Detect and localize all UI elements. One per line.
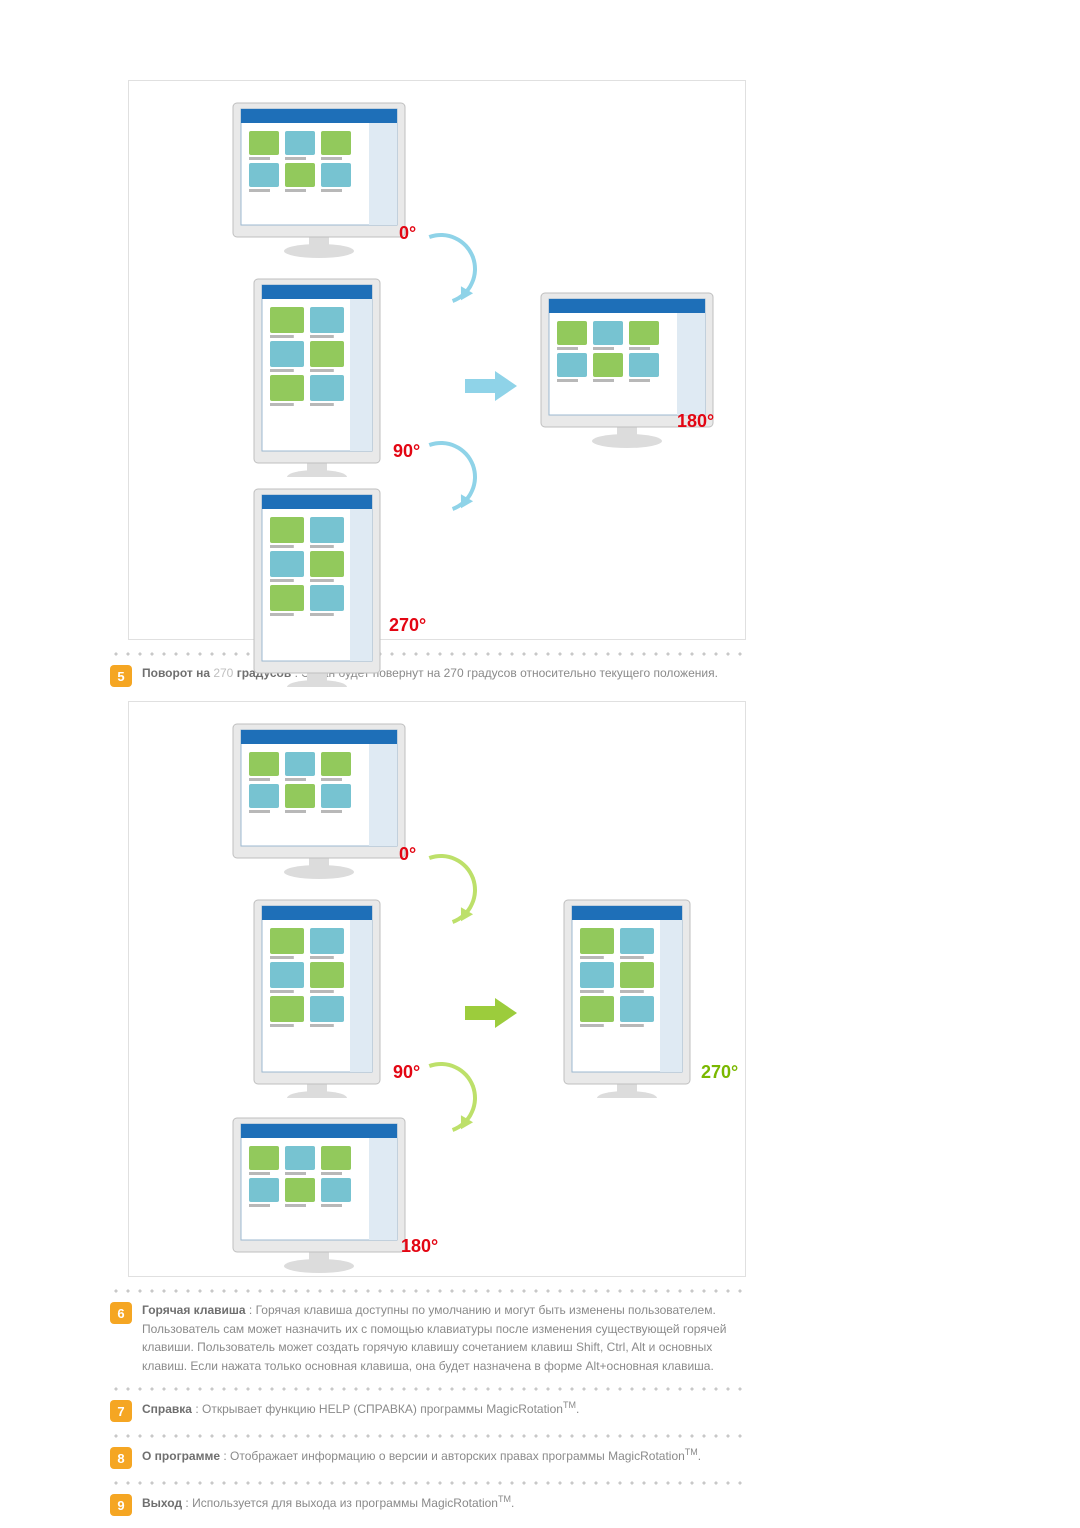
monitor-icon xyxy=(557,898,697,1098)
tm-mark: TM xyxy=(563,1400,576,1410)
item-6: 6 Горячая клавиша : Горячая клавиша дост… xyxy=(110,1301,750,1375)
item-6-body2: Пользователь сам может назначить их с по… xyxy=(142,1322,726,1373)
item-6-text: Горячая клавиша : Горячая клавиша доступ… xyxy=(142,1301,750,1375)
monitor-180 xyxy=(229,1116,409,1281)
rotation-diagram-270: 0° 90° 270° 180° xyxy=(128,701,746,1277)
degree-label: 270° xyxy=(701,1062,738,1083)
item-5-thin: 270 xyxy=(210,666,237,680)
item-7: 7 Справка : Открывает функцию HELP (СПРА… xyxy=(110,1399,750,1422)
monitor-90 xyxy=(247,277,387,482)
badge-6: 6 xyxy=(110,1302,132,1324)
monitor-icon xyxy=(247,487,387,687)
badge-7: 7 xyxy=(110,1400,132,1422)
item-9-title: Выход xyxy=(142,1496,182,1510)
monitor-90 xyxy=(247,898,387,1103)
item-5: 5 Поворот на 270 градусов : Экран будет … xyxy=(110,664,750,687)
item-7-body: Открывает функцию HELP (СПРАВКА) програм… xyxy=(202,1402,563,1416)
separator xyxy=(110,1287,750,1295)
item-6-body1: Горячая клавиша доступны по умолчанию и … xyxy=(256,1303,716,1317)
monitor-icon xyxy=(247,277,387,477)
item-7-text: Справка : Открывает функцию HELP (СПРАВК… xyxy=(142,1399,579,1419)
item-6-sep: : xyxy=(246,1303,256,1317)
degree-label: 0° xyxy=(399,223,416,244)
monitor-270 xyxy=(557,898,697,1103)
degree-label: 270° xyxy=(389,615,426,636)
item-9-body: Используется для выхода из программы Mag… xyxy=(192,1496,498,1510)
monitor-icon xyxy=(229,722,409,882)
badge-5: 5 xyxy=(110,665,132,687)
item-5-text: Поворот на 270 градусов : Экран будет по… xyxy=(142,664,718,683)
monitor-icon xyxy=(247,898,387,1098)
degree-label: 180° xyxy=(677,411,714,432)
item-7-post: . xyxy=(576,1402,579,1416)
arrow-right-icon xyxy=(465,998,517,1028)
rotation-diagram-180: 0° 90° 180° 270° xyxy=(128,80,746,640)
badge-8: 8 xyxy=(110,1447,132,1469)
arrow-right-icon xyxy=(465,371,517,401)
tm-mark: TM xyxy=(685,1447,698,1457)
item-6-title: Горячая клавиша xyxy=(142,1303,246,1317)
badge-9: 9 xyxy=(110,1494,132,1516)
item-8-post: . xyxy=(698,1449,701,1463)
item-8-sep: : xyxy=(220,1449,230,1463)
item-8-text: О программе : Отображает информацию о ве… xyxy=(142,1446,701,1466)
monitor-0 xyxy=(229,101,409,266)
item-5-title-a: Поворот на xyxy=(142,666,210,680)
tm-mark: TM xyxy=(498,1494,511,1504)
item-8-title: О программе xyxy=(142,1449,220,1463)
separator xyxy=(110,1432,750,1440)
separator xyxy=(110,650,750,658)
doc-page: 0° 9 0° 180° 270° xyxy=(110,80,750,1516)
degree-label: 180° xyxy=(401,1236,438,1257)
monitor-icon xyxy=(229,101,409,261)
monitor-icon xyxy=(229,1116,409,1276)
result-arrow-icon xyxy=(465,371,517,406)
monitor-0 xyxy=(229,722,409,887)
separator xyxy=(110,1385,750,1393)
item-8: 8 О программе : Отображает информацию о … xyxy=(110,1446,750,1469)
item-9: 9 Выход : Используется для выхода из про… xyxy=(110,1493,750,1516)
degree-label: 0° xyxy=(399,844,416,865)
item-9-post: . xyxy=(511,1496,514,1510)
item-7-title: Справка xyxy=(142,1402,192,1416)
separator xyxy=(110,1479,750,1487)
monitor-270 xyxy=(247,487,387,692)
item-9-text: Выход : Используется для выхода из прогр… xyxy=(142,1493,514,1513)
item-8-body: Отображает информацию о версии и авторск… xyxy=(230,1449,685,1463)
result-arrow-icon xyxy=(465,998,517,1033)
item-7-sep: : xyxy=(192,1402,202,1416)
item-9-sep: : xyxy=(182,1496,192,1510)
